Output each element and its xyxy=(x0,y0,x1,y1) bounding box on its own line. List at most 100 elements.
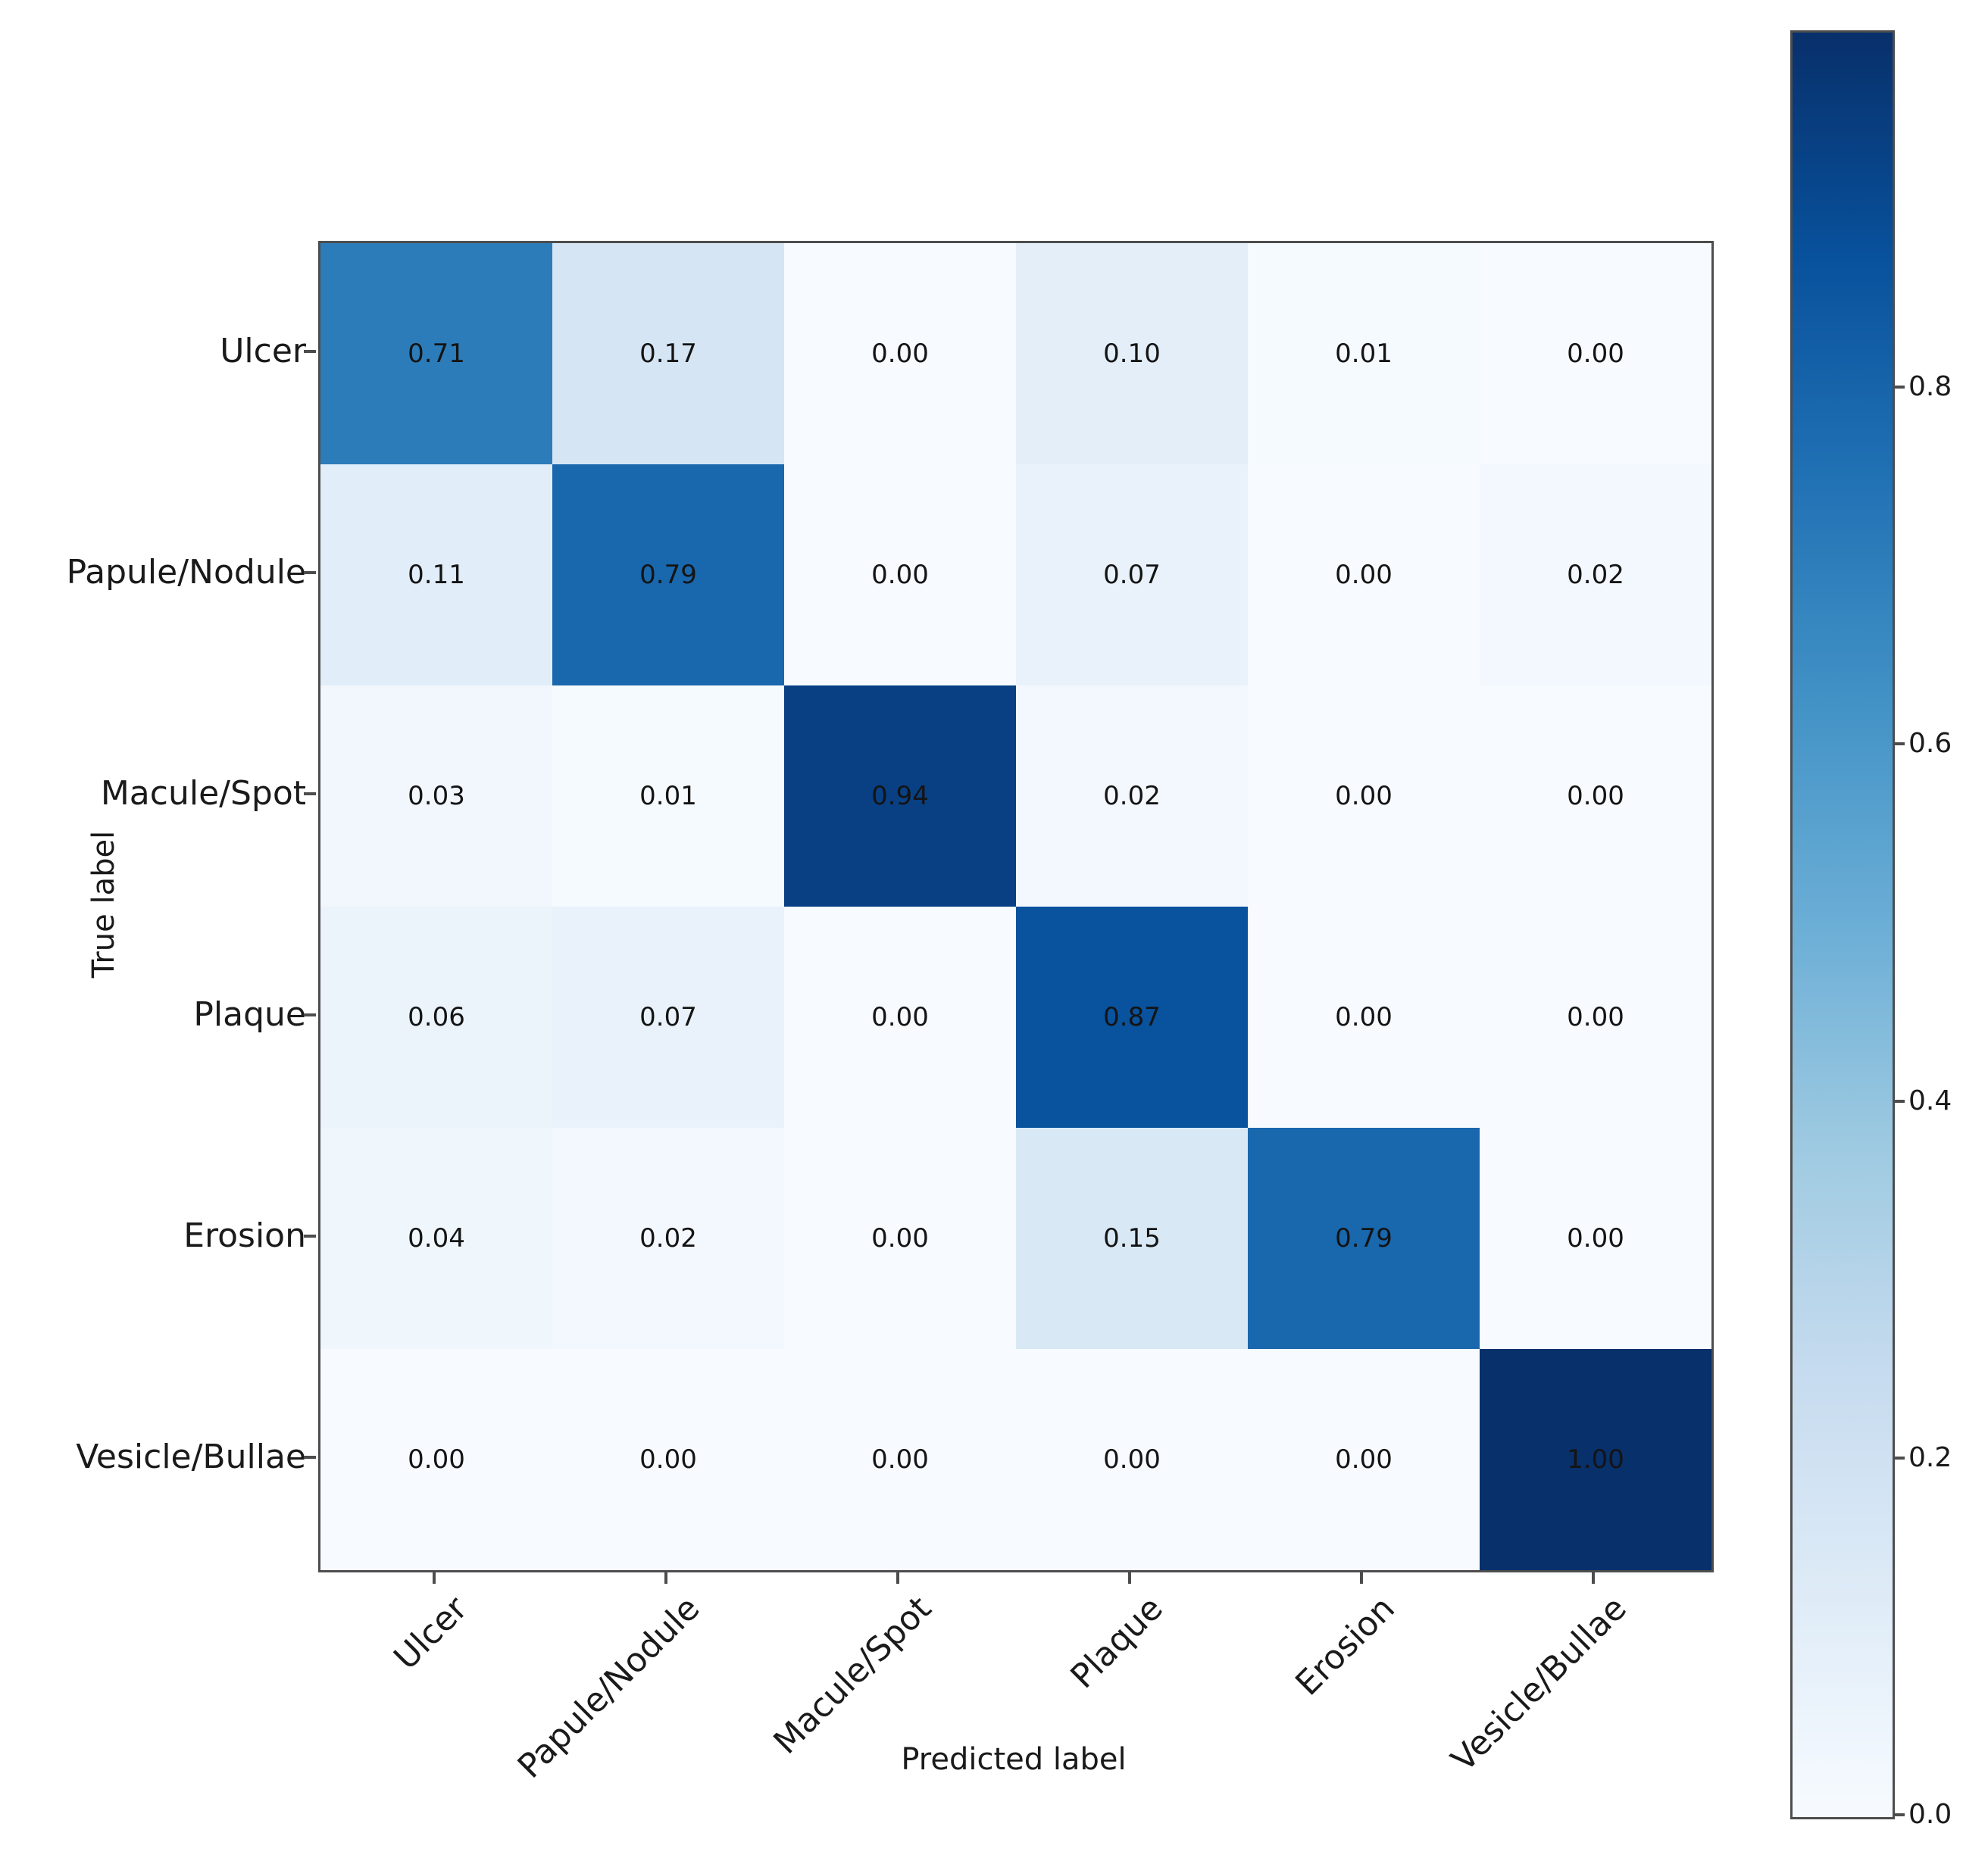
colorbar-tick-label: 0.2 xyxy=(1908,1441,1952,1473)
matrix-cell-value: 0.15 xyxy=(1103,1223,1161,1254)
y-tick-label: Ulcer xyxy=(220,332,306,370)
y-tick-label: Macule/Spot xyxy=(100,774,306,813)
matrix-cell-value: 0.00 xyxy=(871,339,929,369)
matrix-cell-value: 0.00 xyxy=(871,560,929,590)
x-tick-label: Ulcer xyxy=(386,1589,476,1678)
x-axis-tick xyxy=(1128,1570,1131,1584)
matrix-cell-value: 0.71 xyxy=(408,339,465,369)
matrix-cell-value: 0.79 xyxy=(639,560,697,590)
colorbar-gradient xyxy=(1790,30,1895,1819)
matrix-cell-value: 0.00 xyxy=(408,1444,465,1475)
x-axis-tick xyxy=(896,1570,899,1584)
matrix-cell: 0.02 xyxy=(1016,685,1248,907)
colorbar-tick xyxy=(1893,1456,1905,1460)
colorbar-tick xyxy=(1893,386,1905,389)
matrix-cell: 0.00 xyxy=(1480,907,1711,1128)
matrix-cell-value: 0.00 xyxy=(1335,1444,1393,1475)
matrix-cell-value: 0.87 xyxy=(1103,1002,1161,1032)
colorbar-tick xyxy=(1893,1099,1905,1103)
matrix-cell: 0.07 xyxy=(552,907,784,1128)
matrix-cell-value: 0.02 xyxy=(639,1223,697,1254)
y-axis-tick xyxy=(304,1013,316,1016)
matrix-cell: 0.00 xyxy=(784,243,1016,464)
matrix-cell: 0.00 xyxy=(1480,243,1711,464)
matrix-cell-value: 0.00 xyxy=(639,1444,697,1475)
colorbar-tick-label: 0.8 xyxy=(1908,371,1952,403)
matrix-cell-value: 0.07 xyxy=(1103,560,1161,590)
matrix-cell-value: 0.04 xyxy=(408,1223,465,1254)
matrix-cell: 0.02 xyxy=(1480,464,1711,685)
matrix-cell: 0.00 xyxy=(784,1349,1016,1570)
matrix-cell-value: 0.00 xyxy=(1567,1002,1624,1032)
x-tick-label: Macule/Spot xyxy=(766,1589,939,1762)
colorbar-tick-label: 0.0 xyxy=(1908,1799,1952,1830)
matrix-cell: 0.04 xyxy=(320,1128,552,1349)
matrix-cell: 0.00 xyxy=(784,464,1016,685)
matrix-cell-value: 1.00 xyxy=(1567,1444,1624,1475)
x-axis-tick xyxy=(1592,1570,1595,1584)
matrix-cell: 0.17 xyxy=(552,243,784,464)
matrix-cell: 0.79 xyxy=(552,464,784,685)
matrix-cell: 0.00 xyxy=(1480,685,1711,907)
x-tick-label: Plaque xyxy=(1063,1589,1171,1697)
y-axis-tick xyxy=(304,1235,316,1238)
matrix-cell-value: 0.00 xyxy=(1335,781,1393,811)
y-axis-tick xyxy=(304,350,316,353)
matrix-cell: 0.00 xyxy=(552,1349,784,1570)
matrix-cell: 0.00 xyxy=(784,907,1016,1128)
x-axis-tick xyxy=(664,1570,667,1584)
matrix-cell: 0.10 xyxy=(1016,243,1248,464)
x-axis-tick xyxy=(1360,1570,1363,1584)
matrix-cell-value: 0.00 xyxy=(1103,1444,1161,1475)
matrix-cell-value: 0.06 xyxy=(408,1002,465,1032)
matrix-cell: 0.94 xyxy=(784,685,1016,907)
x-tick-label: Vesicle/Bullae xyxy=(1444,1589,1635,1779)
matrix-cell: 0.00 xyxy=(1248,907,1480,1128)
matrix-cell-value: 0.00 xyxy=(1335,560,1393,590)
heatmap-plot: 0.71 0.17 0.00 0.10 0.01 0.00 0.11 0.79 0.00 0.07… xyxy=(318,241,1714,1572)
matrix-cell: 0.00 xyxy=(784,1128,1016,1349)
matrix-cell-value: 0.01 xyxy=(639,781,697,811)
matrix-cell-value: 0.00 xyxy=(1567,339,1624,369)
matrix-cell: 0.06 xyxy=(320,907,552,1128)
matrix-cell: 0.00 xyxy=(1248,685,1480,907)
matrix-cell-value: 0.02 xyxy=(1103,781,1161,811)
x-tick-label: Papule/Nodule xyxy=(510,1589,708,1786)
matrix-cell: 0.02 xyxy=(552,1128,784,1349)
matrix-cell-value: 0.00 xyxy=(1567,781,1624,811)
matrix-cell-value: 0.03 xyxy=(408,781,465,811)
colorbar-tick xyxy=(1893,742,1905,746)
matrix-cell-value: 0.01 xyxy=(1335,339,1393,369)
matrix-cell: 0.00 xyxy=(1248,464,1480,685)
x-axis-title: Predicted label xyxy=(901,1742,1127,1777)
matrix-cell-value: 0.11 xyxy=(408,560,465,590)
matrix-cell: 0.00 xyxy=(1016,1349,1248,1570)
matrix-cell: 0.15 xyxy=(1016,1128,1248,1349)
matrix-cell-value: 0.17 xyxy=(639,339,697,369)
y-axis-tick xyxy=(304,1456,316,1459)
x-tick-label: Erosion xyxy=(1288,1589,1403,1703)
y-tick-label: Papule/Nodule xyxy=(66,553,306,592)
matrix-cell: 0.00 xyxy=(320,1349,552,1570)
matrix-cell: 0.11 xyxy=(320,464,552,685)
colorbar-tick-label: 0.4 xyxy=(1908,1085,1952,1116)
matrix-cell-value: 0.02 xyxy=(1567,560,1624,590)
matrix-cell-value: 0.00 xyxy=(871,1444,929,1475)
matrix-cell-value: 0.10 xyxy=(1103,339,1161,369)
matrix-cell-value: 0.00 xyxy=(1567,1223,1624,1254)
matrix-cell: 0.71 xyxy=(320,243,552,464)
matrix-cell: 0.07 xyxy=(1016,464,1248,685)
y-axis-title: True label xyxy=(86,830,121,979)
matrix-cell-value: 0.00 xyxy=(1335,1002,1393,1032)
x-axis-tick xyxy=(433,1570,436,1584)
matrix-cell-value: 0.00 xyxy=(871,1223,929,1254)
matrix-cell: 0.87 xyxy=(1016,907,1248,1128)
matrix-cell: 0.00 xyxy=(1480,1128,1711,1349)
colorbar-tick-label: 0.6 xyxy=(1908,728,1952,760)
matrix-cell-value: 0.07 xyxy=(639,1002,697,1032)
y-tick-label: Plaque xyxy=(193,995,306,1034)
matrix-cell: 0.03 xyxy=(320,685,552,907)
colorbar-tick xyxy=(1893,1813,1905,1816)
matrix-cell-value: 0.79 xyxy=(1335,1223,1393,1254)
